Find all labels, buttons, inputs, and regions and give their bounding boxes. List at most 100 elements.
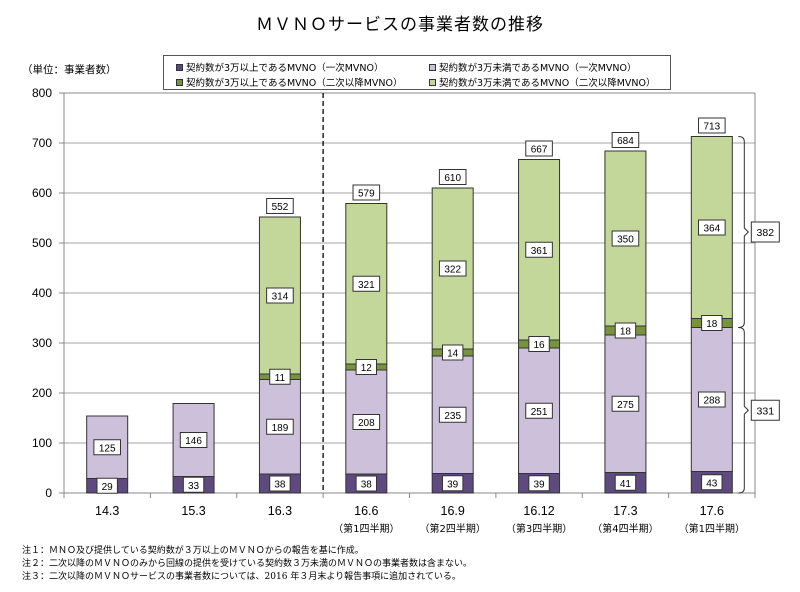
x-tick-sublabel: （第1四半期） (333, 522, 399, 535)
total-label: 684 (617, 136, 634, 147)
x-tick-sublabel: （第1四半期） (679, 522, 745, 535)
bracket-label: 331 (757, 405, 775, 417)
data-label: 39 (447, 479, 459, 490)
brace-icon (738, 327, 750, 494)
x-tick-label: 17.3 (613, 504, 637, 518)
data-label: 41 (620, 479, 632, 490)
data-label: 322 (444, 265, 461, 276)
data-label-box (698, 219, 726, 236)
data-label-box (528, 336, 550, 352)
data-label: 39 (534, 479, 546, 490)
data-label: 38 (361, 480, 373, 491)
data-label: 16 (534, 340, 546, 351)
legend-swatch-icon (176, 78, 183, 86)
x-axis-labels: 14.3 15.3 16.3 16.6 （第1四半期） 16.9 （第2四半期） 16.12 （… (95, 504, 745, 535)
data-label: 12 (361, 363, 373, 374)
data-label-box (269, 368, 291, 385)
x-tick-label: 16.3 (268, 504, 292, 518)
gridlines (64, 92, 755, 444)
total-label-box (438, 169, 467, 185)
y-tick-label: 400 (32, 286, 52, 300)
chart-title: ＭＶＮＯサービスの事業者数の推移 (256, 15, 544, 35)
legend-label: 契約数が3万未満であるMVNO（二次以降MVNO） (439, 78, 656, 89)
x-tick-sublabel: （第2四半期） (420, 522, 486, 535)
data-label-box (438, 406, 467, 423)
total-label: 579 (358, 189, 375, 200)
data-label-box (611, 230, 640, 247)
x-tick-label: 16.6 (354, 504, 378, 518)
data-label: 321 (358, 280, 375, 291)
data-label-box (614, 322, 637, 339)
note-2: 注２：二次以降のＭＶＮＯのみから回線の提供を受けている契約数３万未満のＭＶＮＯの… (22, 559, 473, 569)
legend-label: 契約数が3万以上であるMVNO（二次以降MVNO） (186, 78, 403, 89)
y-tick-label: 700 (32, 136, 52, 150)
data-label-box (525, 402, 553, 419)
legend-item: 契約数が3万未満であるMVNO（二次以降MVNO） (429, 75, 656, 89)
data-label: 235 (444, 411, 461, 422)
data-label-box (269, 475, 291, 492)
data-label-box (352, 275, 381, 292)
x-tick-label: 16.12 (523, 504, 554, 518)
data-label: 14 (447, 349, 459, 360)
data-label: 189 (272, 423, 289, 434)
data-label-box (93, 439, 121, 456)
note-1: 注１：ＭＮＯ及び提供している契約数が３万以上のＭＶＮＯからの報告を基に作成。 (22, 546, 364, 556)
y-tick-label: 600 (32, 186, 52, 200)
legend-item: 契約数が3万以上であるMVNO（二次以降MVNO） (176, 75, 403, 89)
data-label: 11 (275, 373, 286, 384)
legend-swatch-icon (429, 78, 436, 86)
x-tick-label: 16.9 (441, 504, 465, 518)
x-tick-label: 17.6 (700, 504, 724, 518)
data-label: 288 (703, 396, 720, 407)
data-label-box (352, 414, 381, 430)
data-label-box (266, 418, 294, 435)
y-axis-labels: 0 100 200 300 400 500 600 700 800 (32, 86, 52, 500)
data-label: 208 (358, 418, 375, 429)
y-tick-label: 800 (32, 86, 52, 100)
legend-item: 契約数が3万以上であるMVNO（一次MVNO） (176, 60, 384, 74)
total-label-box (698, 117, 726, 134)
data-label-box (355, 359, 378, 375)
total-label: 667 (531, 145, 548, 156)
data-label-box (179, 432, 208, 448)
data-label-box (96, 477, 118, 494)
data-label: 125 (99, 443, 116, 454)
total-label-box (611, 132, 640, 148)
legend-swatch-icon (429, 63, 436, 71)
axes (59, 92, 756, 498)
data-label: 314 (272, 292, 289, 303)
x-tick-sublabel: （第3四半期） (506, 522, 572, 535)
unit-label: （単位：事業者数） (22, 64, 117, 76)
data-labels: 29 125 33 146 38 189 11 314 552 38 208 12 321 579 39 23… (93, 117, 726, 494)
annotations: 382 331 (738, 136, 780, 494)
data-label-box (701, 315, 723, 331)
total-label-box (266, 198, 294, 214)
data-label: 38 (274, 480, 286, 491)
y-tick-label: 500 (32, 236, 52, 250)
data-label-box (182, 476, 205, 493)
total-label: 552 (272, 202, 289, 213)
data-label-box (528, 475, 550, 492)
data-label: 43 (706, 478, 718, 489)
x-tick-label: 15.3 (181, 504, 205, 518)
total-label-box (525, 140, 553, 157)
notes: 注１：ＭＮＯ及び提供している契約数が３万以上のＭＶＮＯからの報告を基に作成。 注… (22, 545, 472, 584)
data-label: 29 (102, 482, 114, 493)
data-label-box (441, 475, 464, 492)
data-label: 146 (185, 436, 202, 447)
data-label: 350 (617, 235, 634, 246)
brace-icon (738, 136, 750, 328)
data-label: 18 (706, 319, 718, 330)
data-label-box (525, 241, 553, 258)
y-tick-label: 300 (32, 336, 52, 350)
data-label: 18 (620, 327, 632, 338)
data-label-box (701, 474, 723, 491)
total-label-box (352, 184, 381, 201)
legend-swatch-icon (176, 63, 183, 71)
data-label: 251 (531, 407, 548, 418)
legend-item: 契約数が3万未満であるMVNO（一次MVNO） (429, 60, 637, 74)
note-3: 注３：二次以降のＭＶＮＯサービスの事業者数については、2016 年３月末より報告… (22, 572, 461, 582)
legend-label: 契約数が3万未満であるMVNO（一次MVNO） (439, 63, 637, 74)
legend-label: 契約数が3万以上であるMVNO（一次MVNO） (186, 63, 384, 74)
data-label: 361 (531, 246, 548, 257)
